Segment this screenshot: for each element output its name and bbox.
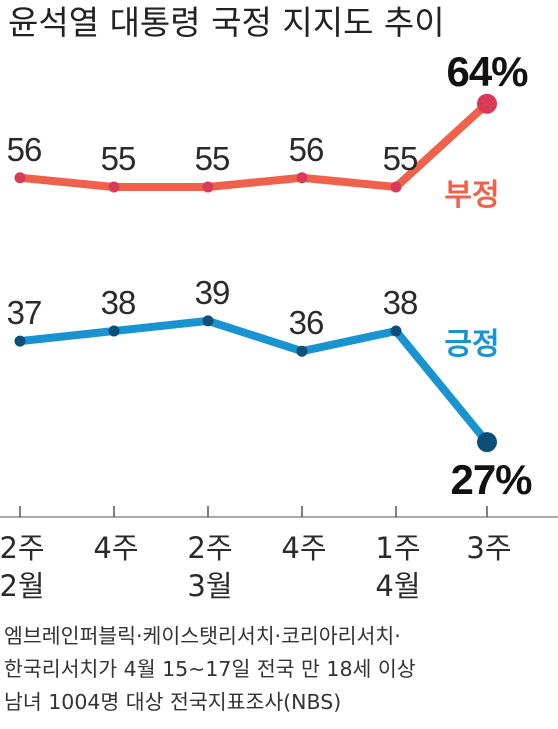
- data-point: [390, 181, 402, 193]
- data-label: 56: [289, 131, 324, 168]
- source-line: 엠브레인퍼블릭·케이스탯리서치·코리아리서치·: [4, 624, 401, 648]
- data-label: 64%: [446, 48, 528, 95]
- x-tick-label: 4주: [281, 531, 326, 565]
- data-point: [390, 325, 402, 337]
- data-label: 55: [383, 140, 418, 177]
- data-label: 55: [195, 140, 230, 177]
- data-label: 56: [7, 131, 42, 168]
- series-line: [16, 99, 491, 191]
- data-label: 37: [7, 294, 42, 331]
- data-point: [202, 315, 214, 327]
- series-negative: 56 55 55 56 55 64% 부정: [7, 48, 530, 213]
- data-point: [296, 345, 308, 357]
- data-label: 38: [101, 284, 136, 321]
- data-point: [477, 432, 497, 453]
- data-label: 55: [101, 140, 136, 177]
- data-point: [108, 181, 120, 193]
- data-point: [14, 172, 26, 184]
- chart-title: 윤석열 대통령 국정 지지도 추이: [8, 3, 445, 42]
- x-tick-sublabel: 4월: [375, 569, 420, 603]
- x-tick-label: 2주: [187, 531, 232, 565]
- series-name-label: 긍정: [444, 327, 499, 362]
- x-tick-label: 3주: [466, 531, 511, 565]
- series-name-label: 부정: [444, 178, 499, 213]
- x-tick-label: 1주: [375, 531, 420, 565]
- data-label: 38: [383, 284, 418, 321]
- data-point: [108, 325, 120, 337]
- series-positive: 37 38 39 36 38 27% 긍정: [7, 274, 534, 503]
- source-line: 남녀 1004명 대상 전국지표조사(NBS): [4, 690, 341, 714]
- x-tick-label: 4주: [93, 531, 138, 565]
- data-label: 27%: [450, 456, 532, 503]
- data-point: [477, 93, 497, 114]
- series-layer: 56 55 55 56 55 64% 부정 37 38 39 36 38 27% 긍정: [7, 48, 534, 503]
- x-tick-sublabel: 3월: [187, 569, 232, 603]
- data-label: 39: [195, 274, 230, 311]
- data-point: [296, 172, 308, 184]
- x-tick-sublabel: 2월: [0, 569, 45, 603]
- x-tick-label: 2주: [0, 531, 45, 565]
- series-line: [16, 316, 491, 447]
- data-label: 36: [289, 304, 324, 341]
- data-point: [202, 181, 214, 193]
- source-line: 한국리서치가 4월 15~17일 전국 만 18세 이상: [4, 657, 416, 681]
- source-note: 엠브레인퍼블릭·케이스탯리서치·코리아리서치· 한국리서치가 4월 15~17일 …: [4, 624, 416, 714]
- x-axis: 2주 2월 4주 2주 3월 4주 1주 4월 3주: [0, 506, 558, 603]
- data-point: [14, 335, 26, 347]
